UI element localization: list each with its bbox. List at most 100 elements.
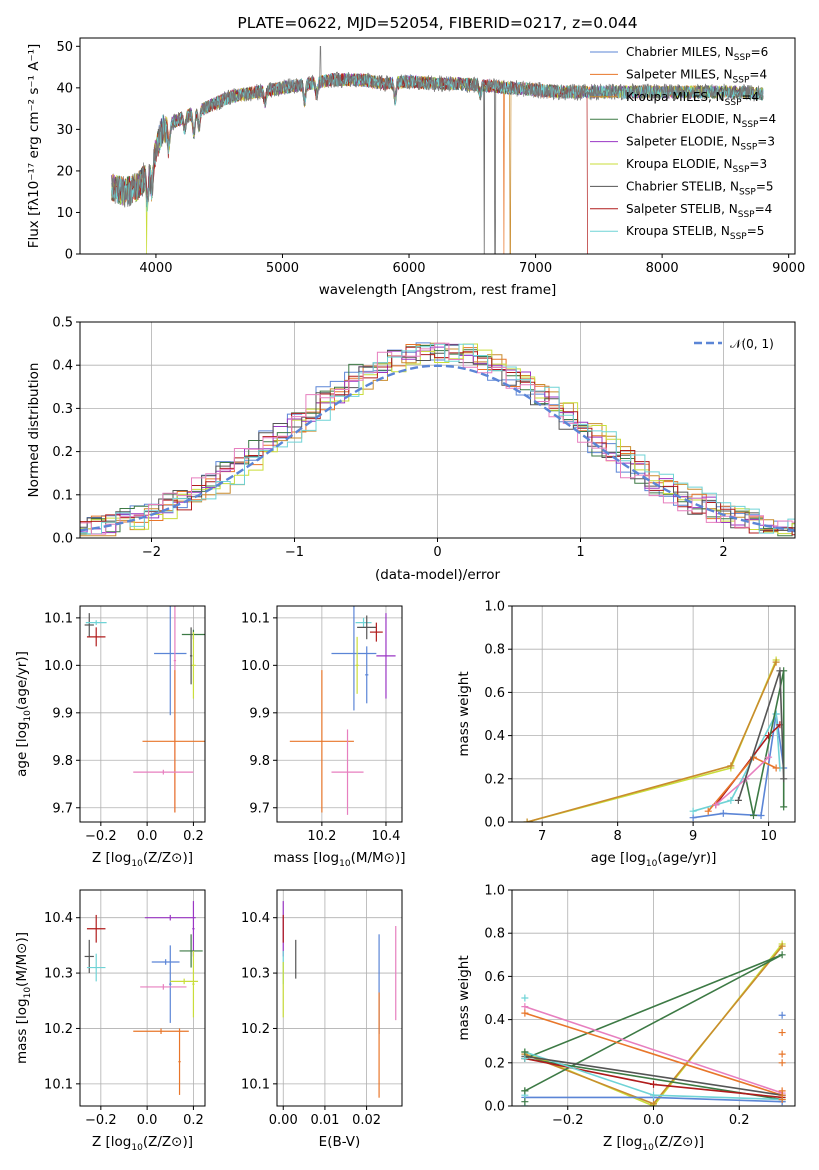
mass_vs_Z-ylabel: mass [log10(M/M⊙)] xyxy=(14,932,33,1064)
spectrum-legend-entry: Chabrier ELODIE, NSSP=4 xyxy=(626,112,776,130)
age_vs_mass-frame xyxy=(276,605,403,823)
massweight_vs_Z-plot-area xyxy=(521,940,786,1106)
massweight_vs_Z-ytick-label: 0.8 xyxy=(484,927,505,942)
spectrum-model-salpeter_stelib xyxy=(111,73,588,254)
massweight_vs_age-marker xyxy=(757,812,765,820)
residuals-legend-label: 𝒩(0, 1) xyxy=(730,337,774,351)
mass_vs_Z-xtick-label: 0.2 xyxy=(183,1113,204,1128)
massweight_vs_Z-frame xyxy=(511,889,796,1107)
age_vs_Z-ytick-label: 10.1 xyxy=(44,611,73,626)
massweight_vs_age-marker xyxy=(772,710,780,718)
massweight_vs_age-marker xyxy=(523,818,531,822)
massweight_vs_Z-marker xyxy=(521,994,529,1002)
massweight_vs_age-xlabel: age [log10(age/yr)] xyxy=(591,850,717,869)
massweight_vs_Z-ytick-label: 1.0 xyxy=(484,884,505,899)
massweight_vs_Z-ylabel: mass weight xyxy=(456,955,472,1040)
age_vs_Z-ylabel: age [log10(age/yr)] xyxy=(14,651,33,777)
massweight_vs_Z-ytick-label: 0.6 xyxy=(484,970,505,985)
mass_vs_ebv-plot-area xyxy=(282,901,397,1098)
massweight_vs_age-marker xyxy=(727,762,735,770)
massweight_vs_age-marker xyxy=(734,796,742,804)
massweight_vs_age-ylabel: mass weight xyxy=(456,671,472,756)
mass_vs_ebv-ytick-label: 10.3 xyxy=(241,967,270,982)
residuals-xtick-label: 0 xyxy=(433,545,441,560)
massweight_vs_Z-marker xyxy=(778,1011,786,1019)
massweight_vs_Z-marker xyxy=(521,1098,529,1106)
age_vs_Z-frame xyxy=(79,605,206,823)
age_vs_mass-xlabel: mass [log10(M/M⊙)] xyxy=(273,850,405,869)
age_vs_mass-ytick-label: 9.9 xyxy=(249,706,270,721)
spectrum-xtick-label: 6000 xyxy=(392,261,425,276)
massweight_vs_age-marker xyxy=(772,658,780,666)
residuals-hist-kroupa_stelib xyxy=(80,343,795,535)
mass_vs_Z-plot-area xyxy=(84,901,203,1095)
spectrum-ytick-label: 30 xyxy=(56,123,73,138)
spectrum-legend-entry: Chabrier STELIB, NSSP=5 xyxy=(626,179,774,197)
spectrum-xtick-label: 4000 xyxy=(139,261,172,276)
spectrum-plot-area xyxy=(111,45,764,254)
spectrum-title: PLATE=0622, MJD=52054, FIBERID=0217, z=0… xyxy=(237,14,637,32)
massweight_vs_age-marker xyxy=(727,796,735,804)
massweight_vs_age-xtick-label: 8 xyxy=(614,829,622,844)
residuals-plot-area xyxy=(80,342,795,537)
age_vs_mass-xtick-label: 10.4 xyxy=(371,829,400,844)
massweight_vs_Z-ytick-label: 0.0 xyxy=(484,1100,505,1115)
age_vs_Z-ytick-label: 9.7 xyxy=(52,801,73,816)
massweight_vs_age-ytick-label: 0.4 xyxy=(484,729,505,744)
massweight_vs_age-ytick-label: 0.8 xyxy=(484,643,505,658)
residuals-xtick-label: 1 xyxy=(576,545,584,560)
spectrum-ytick-label: 10 xyxy=(56,206,73,221)
mass_vs_Z-xlabel: Z [log10(Z/Z⊙)] xyxy=(92,1134,193,1153)
spectrum-ytick-label: 20 xyxy=(56,164,73,179)
massweight_vs_age-series-chabrier_elodie xyxy=(745,670,785,816)
massweight_vs_Z-xlabel: Z [log10(Z/Z⊙)] xyxy=(603,1134,704,1153)
mass_vs_Z-frame xyxy=(79,889,206,1107)
massweight_vs_Z-ytick-label: 0.2 xyxy=(484,1056,505,1071)
massweight_vs_age-marker xyxy=(749,812,757,820)
massweight_vs_Z-marker xyxy=(778,1087,786,1095)
massweight_vs_Z-marker xyxy=(650,1100,657,1106)
spectrum-xtick-label: 9000 xyxy=(772,261,805,276)
age_vs_mass-ytick-label: 10.1 xyxy=(241,611,270,626)
residuals-ylabel: Normed distribution xyxy=(26,363,42,498)
mass_vs_Z-ytick-label: 10.1 xyxy=(44,1077,73,1092)
age_vs_mass-xtick-label: 10.2 xyxy=(307,829,336,844)
age_vs_Z-ytick-label: 9.9 xyxy=(52,706,73,721)
residuals-xtick-label: −1 xyxy=(285,545,304,560)
massweight_vs_Z-marker xyxy=(778,1050,786,1058)
mass_vs_Z-ytick-label: 10.4 xyxy=(44,911,73,926)
massweight_vs_age-ytick-label: 0.0 xyxy=(484,816,505,831)
massweight_vs_age-frame xyxy=(511,605,796,823)
mass_vs_Z-xtick-label: 0.0 xyxy=(137,1113,158,1128)
spectrum-frame xyxy=(79,37,796,255)
age_vs_Z-plot-area xyxy=(84,606,205,813)
massweight_vs_Z-series-salpeter_miles xyxy=(524,1012,783,1096)
age_vs_mass-ytick-label: 9.7 xyxy=(249,801,270,816)
massweight_vs_age-series-kroupa_stelib xyxy=(692,711,781,812)
residuals-normal-curve xyxy=(80,364,795,532)
spectrum-xlabel: wavelength [Angstrom, rest frame] xyxy=(319,282,557,298)
massweight_vs_Z-marker xyxy=(521,1087,529,1095)
age_vs_mass-ytick-label: 9.8 xyxy=(249,754,270,769)
spectrum-legend-entry: Kroupa ELODIE, NSSP=3 xyxy=(626,157,767,175)
massweight_vs_Z-xtick-label: 0.2 xyxy=(729,1113,750,1128)
massweight_vs_age-marker xyxy=(765,753,773,761)
mass_vs_ebv-xtick-label: 0.01 xyxy=(310,1113,339,1128)
massweight_vs_Z-ytick-label: 0.4 xyxy=(484,1013,505,1028)
residuals-hist-chabrier_elodie xyxy=(80,345,795,537)
massweight_vs_Z-marker xyxy=(521,1003,529,1011)
massweight_vs_age-ytick-label: 0.2 xyxy=(484,772,505,787)
residuals-xtick-label: 2 xyxy=(719,545,727,560)
massweight_vs_age-plot-area xyxy=(523,656,788,822)
mass_vs_Z-xtick-label: −0.2 xyxy=(85,1113,117,1128)
residuals-ytick-label: 0.5 xyxy=(52,316,73,331)
mass_vs_ebv-ytick-label: 10.2 xyxy=(241,1022,270,1037)
age_vs_mass-plot-area xyxy=(289,606,396,815)
age_vs_mass-ytick-label: 10.0 xyxy=(241,659,270,674)
mass_vs_ebv-xtick-label: 0.00 xyxy=(269,1113,298,1128)
massweight_vs_age-ytick-label: 1.0 xyxy=(484,600,505,615)
spectrum-ylabel: Flux [fλ10⁻¹⁷ erg cm⁻² s⁻¹ A⁻¹] xyxy=(26,44,42,249)
residuals-ytick-label: 0.4 xyxy=(52,359,73,374)
spectrum-xtick-label: 5000 xyxy=(266,261,299,276)
massweight_vs_age-xtick-label: 10 xyxy=(760,829,777,844)
